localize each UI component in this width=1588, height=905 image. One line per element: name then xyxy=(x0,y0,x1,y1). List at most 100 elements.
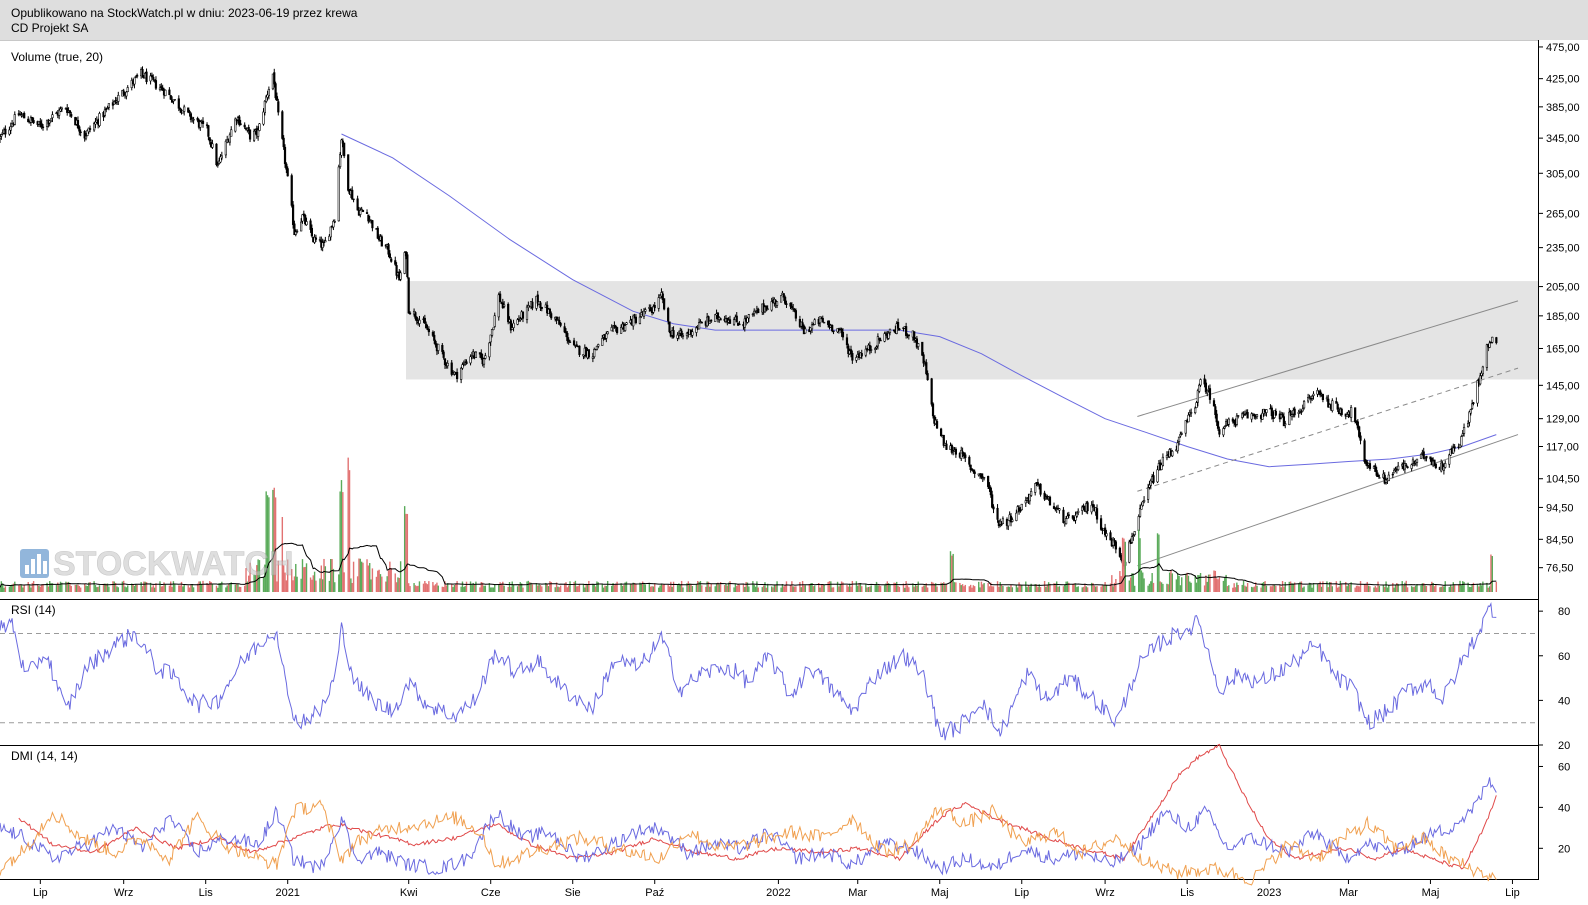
candle-body xyxy=(931,403,935,417)
volume-bar xyxy=(484,585,487,592)
candle xyxy=(841,328,845,341)
candle xyxy=(329,226,332,241)
candle xyxy=(418,315,421,327)
volume-bar xyxy=(1495,581,1498,592)
candle-body xyxy=(403,252,406,274)
volume-bar xyxy=(161,586,164,592)
candle-body xyxy=(973,471,976,474)
candle xyxy=(266,90,269,101)
candle-body xyxy=(107,103,110,108)
volume-bar xyxy=(253,574,255,592)
candle-body xyxy=(1488,342,1491,348)
candle-body xyxy=(4,128,7,135)
candle xyxy=(1274,408,1277,416)
volume-bar xyxy=(340,480,343,592)
volume-bar xyxy=(935,583,937,592)
candle-body xyxy=(1019,509,1022,512)
candle-body xyxy=(488,342,491,358)
candle-body xyxy=(1105,533,1108,537)
volume-bar xyxy=(1187,575,1190,592)
volume-bar xyxy=(855,581,858,592)
candle-body xyxy=(615,327,619,333)
candle-body xyxy=(913,331,916,341)
volume-bar xyxy=(883,585,886,592)
volume-bar xyxy=(670,581,672,592)
volume-bar xyxy=(170,581,172,592)
candle-body xyxy=(168,89,171,96)
volume-bar xyxy=(1327,587,1329,592)
candle-body xyxy=(141,69,144,75)
volume-bar xyxy=(887,583,890,592)
volume-bar xyxy=(83,583,86,592)
candle xyxy=(550,311,553,320)
candle-body xyxy=(9,126,12,131)
volume-bar xyxy=(1435,584,1437,592)
candle xyxy=(352,198,355,203)
candle-body xyxy=(574,345,577,347)
candle-body xyxy=(1054,507,1057,510)
volume-bar xyxy=(437,585,439,592)
candle-body xyxy=(1376,474,1380,478)
candle xyxy=(1118,546,1121,558)
candle xyxy=(1054,507,1057,512)
candle xyxy=(1469,408,1472,416)
candle xyxy=(433,331,436,344)
candle-body xyxy=(1142,500,1146,503)
volume-bar xyxy=(838,586,840,592)
volume-bar xyxy=(105,583,107,592)
candle xyxy=(563,322,566,334)
candle xyxy=(1215,409,1218,426)
volume-bar xyxy=(1076,587,1078,592)
candle-body xyxy=(1132,535,1135,537)
volume-bar xyxy=(1103,585,1105,592)
candle-body xyxy=(868,345,871,351)
volume-bar xyxy=(1034,583,1036,592)
volume-bar xyxy=(389,561,391,592)
volume-bar xyxy=(416,586,418,592)
candle-body xyxy=(950,445,953,453)
candle xyxy=(933,415,936,427)
candle-body xyxy=(492,327,495,330)
candle-body xyxy=(610,327,613,332)
volume-bar xyxy=(1377,581,1379,592)
candle xyxy=(983,476,986,481)
candle xyxy=(1391,472,1394,479)
volume-bar xyxy=(1213,570,1215,592)
volume-bar xyxy=(789,585,792,592)
volume-bar xyxy=(1090,582,1093,592)
candle xyxy=(1017,505,1021,515)
candle xyxy=(751,312,754,317)
candle xyxy=(1001,516,1005,525)
volume-bar xyxy=(50,583,52,592)
volume-bar xyxy=(1271,586,1273,592)
candle-body xyxy=(1265,409,1268,413)
candle-body xyxy=(376,227,379,239)
candle xyxy=(913,331,916,343)
volume-bar xyxy=(284,572,286,592)
candle xyxy=(511,323,514,330)
candle-body xyxy=(1009,515,1013,523)
candle xyxy=(1133,531,1136,537)
candle-body xyxy=(164,89,167,97)
candle-body xyxy=(714,314,717,322)
candle-body xyxy=(1397,465,1400,470)
volume-bar xyxy=(959,582,961,592)
volume-bar xyxy=(428,581,430,592)
candle xyxy=(784,295,787,305)
candle xyxy=(285,162,288,174)
candle-body xyxy=(1288,411,1291,425)
candle-body xyxy=(1461,433,1464,436)
volume-bar xyxy=(479,587,481,592)
volume-bar xyxy=(207,584,210,592)
candle-body xyxy=(968,456,971,465)
candle xyxy=(575,341,578,347)
candle-body xyxy=(659,294,662,299)
candle-body xyxy=(1171,450,1174,457)
candle-body xyxy=(480,352,483,359)
candle xyxy=(1058,508,1061,514)
candle-body xyxy=(855,357,858,361)
candle xyxy=(1340,407,1343,417)
candle-body xyxy=(93,123,96,131)
candle-body xyxy=(117,95,120,102)
volume-bar xyxy=(367,565,370,592)
